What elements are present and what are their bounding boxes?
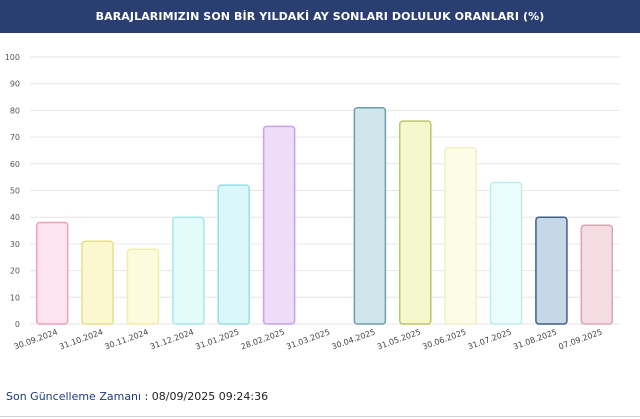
bar[interactable] (81, 240, 114, 325)
x-tick-label: 30.09.2024 (13, 327, 59, 351)
y-tick-label: 60 (10, 160, 20, 169)
y-tick-label: 100 (5, 53, 20, 62)
y-tick-label: 0 (15, 320, 20, 329)
bar[interactable] (35, 221, 69, 325)
last-updated-value: 08/09/2025 09:24:36 (151, 390, 269, 403)
x-tick-label: 31.12.2024 (149, 327, 195, 351)
last-updated-separator: : (141, 390, 152, 403)
bar[interactable] (489, 181, 523, 325)
y-tick-label: 50 (10, 187, 20, 196)
x-tick-label: 30.06.2025 (421, 327, 467, 351)
y-tick-label: 80 (10, 106, 20, 115)
bar[interactable] (217, 184, 250, 325)
bar[interactable] (353, 106, 387, 325)
y-tick-label: 30 (10, 240, 20, 249)
last-updated: Son Güncelleme Zamanı : 08/09/2025 09:24… (6, 390, 268, 403)
x-tick-label: 31.10.2024 (58, 327, 104, 351)
bar-chart: 0 10 20 30 40 50 60 70 80 90 100 30.09.2024 31.10.20… (5, 53, 620, 352)
x-tick-label: 30.04.2025 (330, 327, 376, 351)
chart-header: BARAJLARIMIZIN SON BİR YILDAKİ AY SONLAR… (0, 0, 640, 33)
x-tick-label: 31.03.2025 (285, 327, 331, 351)
chart-area: 0 10 20 30 40 50 60 70 80 90 100 30.09.2024 31.10.20… (0, 33, 640, 373)
x-tick-label: 31.05.2025 (376, 327, 422, 351)
x-tick-label: 31.08.2025 (512, 327, 558, 351)
x-tick-label: 31.01.2025 (194, 327, 240, 351)
x-tick-label: 31.07.2025 (467, 327, 513, 351)
y-tick-label: 10 (10, 293, 20, 302)
y-tick-label: 70 (10, 133, 20, 142)
chart-title: BARAJLARIMIZIN SON BİR YILDAKİ AY SONLAR… (95, 10, 545, 23)
x-tick-label: 30.11.2024 (104, 327, 150, 351)
bar[interactable] (399, 120, 432, 325)
y-tick-label: 40 (10, 213, 20, 222)
y-tick-label: 90 (10, 80, 20, 89)
bar[interactable] (444, 147, 477, 325)
bar[interactable] (126, 248, 160, 325)
x-tick-label: 07.09.2025 (557, 327, 603, 351)
footer-divider (0, 416, 640, 417)
bar[interactable] (172, 216, 205, 325)
bar[interactable] (262, 125, 296, 325)
x-tick-label: 28.02.2025 (240, 327, 286, 351)
last-updated-label: Son Güncelleme Zamanı (6, 390, 142, 403)
bar[interactable] (535, 216, 568, 325)
y-tick-label: 20 (10, 267, 20, 276)
bar[interactable] (580, 224, 614, 325)
